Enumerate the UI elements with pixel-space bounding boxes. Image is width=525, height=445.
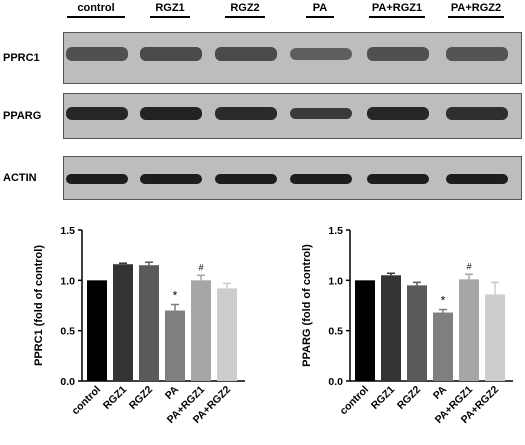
significance-marker: * [441,294,446,308]
bar [139,265,159,381]
lane-underline [448,16,504,18]
bar-chart-pparg: PPARG (fold of control) 0.0 0.5 1.0 1.5 contr… [301,225,513,426]
blot-band [66,107,128,120]
lane-label-1: RGZ1 [150,2,190,18]
blot-band [215,174,277,184]
y-tick-label: 0.5 [60,326,75,338]
lane-label-text: PA+RGZ1 [371,2,423,14]
blot-label-pprc1: PPRC1 [3,52,40,64]
lane-underline [67,16,125,18]
lane-label-3: PA [306,2,334,18]
x-tick-label: control [69,384,103,418]
blot-band [66,47,128,61]
y-axis-label: PPARG (fold of control) [301,244,313,367]
blot-band [140,174,202,184]
significance-marker: # [198,262,204,272]
lane-label-text: PA [312,2,328,14]
bar [459,279,479,381]
y-tick-label: 0.0 [328,376,343,388]
bar [191,280,211,381]
significance-marker: # [466,261,472,271]
blot-band [290,47,352,61]
x-tick-label: control [337,384,371,418]
blot-band [367,174,429,184]
bar [165,310,185,381]
blot-image-pprc1 [63,32,522,84]
lane-label-text: PA+RGZ2 [450,2,502,14]
blot-band [290,107,352,120]
y-tick-label: 1.0 [328,275,343,287]
y-tick-label: 1.5 [60,225,75,237]
lane-label-5: PA+RGZ2 [448,2,504,18]
y-tick-label: 1.0 [60,275,75,287]
lane-underline [369,16,425,18]
blot-band [290,174,352,184]
lane-underline [225,16,265,18]
blot-band [140,106,202,121]
blot-band [446,174,508,184]
blot-band [66,174,128,184]
lane-label-text: RGZ2 [230,2,260,14]
bar [485,294,505,381]
blot-band [215,46,277,62]
lane-label-text: RGZ1 [155,2,185,14]
x-tick-label: PA [431,383,450,402]
blot-label-pparg: PPARG [3,110,42,122]
x-tick-label: RGZ2 [127,384,155,412]
blot-band [140,46,202,62]
blot-band [446,107,508,120]
lane-underline [150,16,190,18]
bar [355,280,375,381]
bar [381,275,401,381]
lane-underline [306,16,334,18]
y-tick-label: 1.5 [328,225,343,237]
blot-band [367,47,429,61]
y-tick-label: 0.0 [60,376,75,388]
bar-chart-pprc1: PPRC1 (fold of control) 0.0 0.5 1.0 1.5 contr… [33,225,245,426]
significance-marker: * [173,288,178,302]
x-tick-label: RGZ1 [369,384,397,412]
blot-image-actin [63,156,522,200]
lane-label-text: control [77,2,115,14]
blot-band [367,106,429,120]
lane-label-2: RGZ2 [225,2,265,18]
y-tick-label: 0.5 [328,326,343,338]
y-axis-label: PPRC1 (fold of control) [33,245,45,366]
bar [433,312,453,381]
blot-band [446,47,508,61]
bar [407,285,427,381]
bar [87,280,107,381]
blot-band [215,107,277,120]
lane-label-0: control [67,2,125,18]
blot-label-actin: ACTIN [3,172,37,184]
bar [217,288,237,381]
x-tick-label: RGZ1 [101,384,129,412]
blot-image-pparg [63,93,522,139]
lane-label-4: PA+RGZ1 [369,2,425,18]
x-tick-label: RGZ2 [395,384,423,412]
x-tick-label: PA [163,383,182,402]
bar [113,264,133,381]
